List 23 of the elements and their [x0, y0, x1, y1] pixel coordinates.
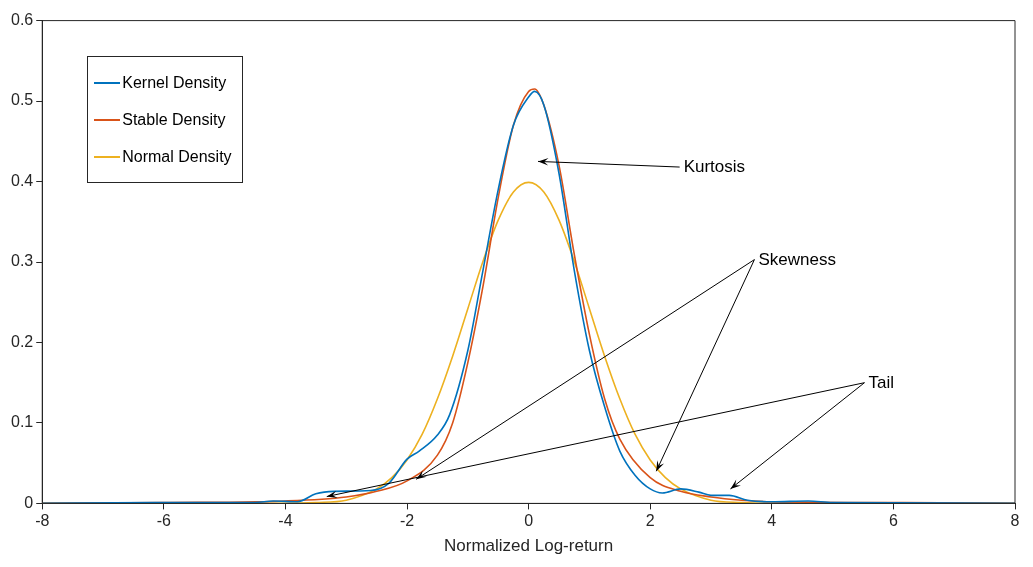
x-tick-label: 8 — [1010, 512, 1020, 530]
legend-label: Stable Density — [122, 111, 226, 130]
x-tick-label: -6 — [156, 512, 172, 530]
x-tick-label: -8 — [35, 512, 50, 530]
y-tick-label: 0.4 — [10, 171, 34, 189]
x-tick-label: -2 — [399, 512, 415, 530]
y-tick-label: 0 — [24, 493, 34, 511]
x-axis-title: Normalized Log-return — [444, 536, 614, 556]
legend-label: Normal Density — [122, 148, 232, 167]
x-tick-label: 4 — [767, 512, 777, 530]
x-tick-label: 0 — [524, 512, 534, 530]
y-tick-label: 0.3 — [10, 252, 34, 270]
legend-label: Kernel Density — [122, 74, 227, 93]
x-tick-label: -4 — [278, 512, 293, 530]
annotation: Tail — [868, 371, 894, 394]
y-tick-label: 0.1 — [10, 413, 34, 431]
annotation: Skewness — [758, 248, 836, 271]
annotation: Kurtosis — [683, 156, 746, 179]
x-tick-label: 2 — [645, 512, 655, 530]
x-tick-label: 6 — [888, 512, 898, 530]
y-tick-label: 0.5 — [10, 91, 34, 109]
y-tick-label: 0.2 — [10, 332, 34, 350]
y-tick-label: 0.6 — [10, 11, 34, 29]
